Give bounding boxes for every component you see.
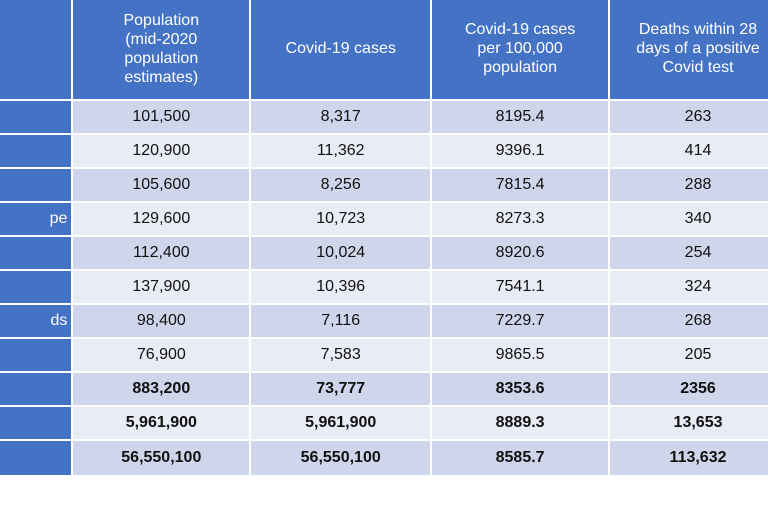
row-label	[0, 169, 72, 201]
header-line: days of a positive	[636, 40, 760, 57]
population-cell: 98,400	[73, 305, 250, 337]
cases-cell: 5,961,900	[251, 407, 431, 439]
rate-cell: 8195.4	[432, 101, 609, 133]
table-row: 120,900 11,362 9396.1 414	[0, 135, 768, 167]
population-cell: 137,900	[73, 271, 250, 303]
rate-cell: 8273.3	[432, 203, 609, 235]
table-row: 105,600 8,256 7815.4 288	[0, 169, 768, 201]
population-cell: 101,500	[73, 101, 250, 133]
header-line: Deaths within 28	[638, 21, 758, 38]
deaths-cell: 324	[610, 271, 768, 303]
rate-cell: 9396.1	[432, 135, 609, 167]
table-row: ds 98,400 7,116 7229.7 268	[0, 305, 768, 337]
header-rate: Covid-19 cases per 100,000 population	[432, 0, 609, 99]
row-label	[0, 101, 72, 133]
cases-cell: 8,256	[251, 169, 431, 201]
cases-cell: 73,777	[251, 373, 431, 405]
cases-cell: 7,116	[251, 305, 431, 337]
table-row: pe 129,600 10,723 8273.3 340	[0, 203, 768, 235]
table-row: 5,961,900 5,961,900 8889.3 13,653	[0, 407, 768, 439]
header-line: per 100,000	[477, 40, 563, 57]
rate-cell: 7229.7	[432, 305, 609, 337]
header-line: estimates)	[124, 68, 199, 86]
deaths-cell: 205	[610, 339, 768, 371]
header-cases: Covid-19 cases	[251, 0, 431, 99]
deaths-cell: 2356	[610, 373, 768, 405]
row-label: ds	[0, 305, 72, 337]
row-label	[0, 441, 72, 475]
covid-stats-table: Population (mid-2020 population estimates) C…	[0, 0, 768, 475]
header-line: Population	[123, 11, 200, 29]
header-deaths: Deaths within 28 days of a positive Covid …	[610, 0, 768, 99]
row-label	[0, 373, 72, 405]
rate-cell: 8353.6	[432, 373, 609, 405]
deaths-cell: 13,653	[610, 407, 768, 439]
cases-cell: 10,024	[251, 237, 431, 269]
table-row: 112,400 10,024 8920.6 254	[0, 237, 768, 269]
population-cell: 76,900	[73, 339, 250, 371]
row-label	[0, 407, 72, 439]
population-cell: 120,900	[73, 135, 250, 167]
table-row: 137,900 10,396 7541.1 324	[0, 271, 768, 303]
rate-cell: 7815.4	[432, 169, 609, 201]
rate-cell: 9865.5	[432, 339, 609, 371]
header-line: Covid test	[662, 59, 734, 76]
header-line: population	[124, 49, 199, 67]
row-label	[0, 237, 72, 269]
table-row: 76,900 7,583 9865.5 205	[0, 339, 768, 371]
row-label	[0, 271, 72, 303]
header-population: Population (mid-2020 population estimates)	[73, 0, 250, 99]
cases-cell: 10,723	[251, 203, 431, 235]
rate-cell: 7541.1	[432, 271, 609, 303]
table-row: 883,200 73,777 8353.6 2356	[0, 373, 768, 405]
row-label: pe	[0, 203, 72, 235]
deaths-cell: 340	[610, 203, 768, 235]
row-label	[0, 339, 72, 371]
rate-cell: 8920.6	[432, 237, 609, 269]
header-region	[0, 0, 72, 99]
header-row: Population (mid-2020 population estimates) C…	[0, 0, 768, 99]
table-row: 101,500 8,317 8195.4 263	[0, 101, 768, 133]
deaths-cell: 254	[610, 237, 768, 269]
cases-cell: 10,396	[251, 271, 431, 303]
deaths-cell: 113,632	[610, 441, 768, 475]
header-line: (mid-2020	[125, 30, 198, 48]
population-cell: 129,600	[73, 203, 250, 235]
cases-cell: 7,583	[251, 339, 431, 371]
header-line: Covid-19 cases	[464, 21, 576, 38]
population-cell: 112,400	[73, 237, 250, 269]
rate-cell: 8585.7	[432, 441, 609, 475]
rate-cell: 8889.3	[432, 407, 609, 439]
header-line: Covid-19 cases	[285, 40, 396, 57]
population-cell: 883,200	[73, 373, 250, 405]
deaths-cell: 263	[610, 101, 768, 133]
population-cell: 105,600	[73, 169, 250, 201]
cases-cell: 8,317	[251, 101, 431, 133]
row-label	[0, 135, 72, 167]
deaths-cell: 268	[610, 305, 768, 337]
population-cell: 5,961,900	[73, 407, 250, 439]
table-body: 101,500 8,317 8195.4 263 120,900 11,362 9396.1…	[0, 101, 768, 475]
population-cell: 56,550,100	[73, 441, 250, 475]
deaths-cell: 414	[610, 135, 768, 167]
header-line: population	[483, 59, 558, 76]
cases-cell: 56,550,100	[251, 441, 431, 475]
cases-cell: 11,362	[251, 135, 431, 167]
deaths-cell: 288	[610, 169, 768, 201]
table-row: 56,550,100 56,550,100 8585.7 113,632	[0, 441, 768, 475]
